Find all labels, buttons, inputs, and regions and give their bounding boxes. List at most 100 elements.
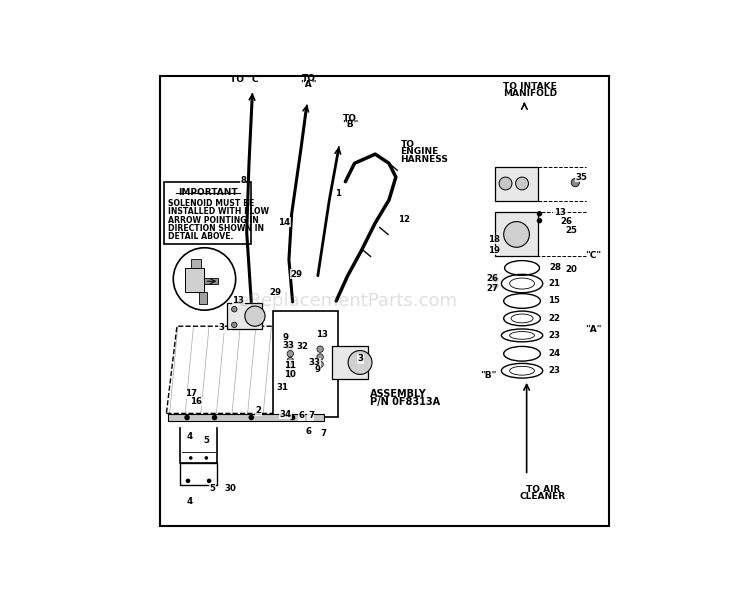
Circle shape bbox=[492, 276, 499, 282]
Bar bbox=[164, 182, 251, 244]
Text: 23: 23 bbox=[548, 366, 560, 375]
Circle shape bbox=[317, 346, 323, 352]
Text: 23: 23 bbox=[548, 331, 560, 340]
Text: 4: 4 bbox=[186, 432, 193, 441]
Text: 22: 22 bbox=[548, 314, 560, 323]
Text: 1: 1 bbox=[335, 188, 341, 198]
Text: 11: 11 bbox=[284, 361, 296, 370]
Text: 30: 30 bbox=[225, 484, 236, 493]
Polygon shape bbox=[166, 326, 327, 414]
Bar bbox=[227, 303, 262, 330]
Text: 29: 29 bbox=[290, 270, 302, 279]
Circle shape bbox=[492, 283, 499, 289]
Text: 28: 28 bbox=[549, 263, 561, 272]
Bar bbox=[496, 166, 538, 201]
Text: 4: 4 bbox=[186, 498, 193, 507]
Text: IMPORTANT: IMPORTANT bbox=[178, 188, 238, 197]
Text: 5: 5 bbox=[203, 436, 209, 445]
Text: 14: 14 bbox=[278, 218, 290, 226]
Circle shape bbox=[186, 479, 190, 483]
Text: 7: 7 bbox=[321, 429, 327, 437]
Text: 26: 26 bbox=[560, 217, 572, 226]
Text: 19: 19 bbox=[488, 246, 500, 255]
Bar bbox=[332, 346, 368, 379]
Circle shape bbox=[189, 456, 193, 460]
Text: 12: 12 bbox=[398, 215, 410, 224]
Bar bbox=[496, 212, 538, 256]
Text: "B": "B" bbox=[481, 371, 496, 380]
Circle shape bbox=[287, 364, 293, 371]
Text: 29: 29 bbox=[269, 288, 281, 297]
Text: ASSEMBLY: ASSEMBLY bbox=[370, 389, 427, 399]
Circle shape bbox=[205, 456, 209, 460]
Text: P/N 0F8313A: P/N 0F8313A bbox=[370, 398, 440, 407]
Text: 5: 5 bbox=[210, 484, 216, 493]
Text: TO "C": TO "C" bbox=[230, 75, 263, 85]
Circle shape bbox=[207, 479, 212, 483]
Bar bbox=[273, 311, 338, 417]
Circle shape bbox=[317, 361, 323, 368]
Bar bbox=[168, 414, 324, 421]
Bar bbox=[190, 259, 201, 268]
Text: 34: 34 bbox=[280, 410, 292, 419]
Text: 33: 33 bbox=[283, 341, 295, 350]
Text: DETAIL ABOVE.: DETAIL ABOVE. bbox=[168, 232, 233, 241]
Circle shape bbox=[248, 415, 254, 420]
Text: eReplacementParts.com: eReplacementParts.com bbox=[238, 292, 458, 310]
Circle shape bbox=[348, 350, 372, 374]
Text: TO: TO bbox=[302, 74, 316, 83]
Bar bbox=[205, 278, 218, 284]
Text: TO AIR: TO AIR bbox=[526, 485, 560, 493]
Text: 3: 3 bbox=[358, 354, 364, 364]
Circle shape bbox=[537, 211, 542, 216]
Text: "A": "A" bbox=[301, 80, 317, 89]
Circle shape bbox=[504, 222, 530, 247]
Text: "B": "B" bbox=[342, 120, 358, 129]
Text: 2: 2 bbox=[255, 406, 261, 415]
Circle shape bbox=[173, 248, 236, 310]
Text: "A": "A" bbox=[586, 325, 602, 334]
Text: 21: 21 bbox=[548, 279, 560, 288]
Text: TO: TO bbox=[343, 114, 357, 123]
Text: 25: 25 bbox=[566, 226, 578, 235]
Text: 31: 31 bbox=[277, 383, 289, 392]
Bar bbox=[199, 292, 207, 304]
Circle shape bbox=[232, 306, 237, 312]
Circle shape bbox=[537, 218, 542, 224]
Text: 9: 9 bbox=[283, 333, 289, 342]
Text: TO: TO bbox=[400, 139, 415, 148]
Text: 26: 26 bbox=[486, 274, 498, 284]
Bar bbox=[185, 268, 205, 292]
Text: MANIFOLD: MANIFOLD bbox=[503, 88, 557, 98]
Circle shape bbox=[572, 178, 580, 187]
Text: 32: 32 bbox=[297, 342, 309, 352]
Text: 27: 27 bbox=[486, 284, 498, 293]
Text: 16: 16 bbox=[190, 397, 202, 406]
Text: 13: 13 bbox=[232, 296, 244, 305]
Circle shape bbox=[290, 415, 296, 420]
Text: HARNESS: HARNESS bbox=[400, 155, 448, 164]
Text: TO INTAKE: TO INTAKE bbox=[503, 82, 557, 91]
Text: 13: 13 bbox=[316, 330, 328, 339]
Circle shape bbox=[499, 177, 512, 190]
Text: DIRECTION SHOWN IN: DIRECTION SHOWN IN bbox=[168, 224, 264, 233]
Circle shape bbox=[232, 322, 237, 328]
Text: 6: 6 bbox=[298, 411, 304, 420]
Text: SOLENOID MUST BE: SOLENOID MUST BE bbox=[168, 199, 254, 208]
Text: 24: 24 bbox=[548, 349, 560, 358]
Text: 17: 17 bbox=[185, 389, 197, 398]
Text: ENGINE: ENGINE bbox=[400, 147, 439, 156]
Circle shape bbox=[184, 415, 190, 420]
Text: 8: 8 bbox=[240, 176, 246, 185]
Circle shape bbox=[287, 350, 293, 357]
Text: 3: 3 bbox=[218, 323, 224, 332]
Text: 13: 13 bbox=[554, 209, 566, 218]
Text: 9: 9 bbox=[315, 365, 321, 374]
Text: 10: 10 bbox=[284, 370, 296, 379]
Text: CLEANER: CLEANER bbox=[520, 492, 566, 501]
Circle shape bbox=[287, 371, 293, 378]
Text: 18: 18 bbox=[488, 235, 500, 244]
Text: ARROW POINTING IN: ARROW POINTING IN bbox=[168, 216, 259, 225]
Text: INSTALLED WITH FLOW: INSTALLED WITH FLOW bbox=[168, 207, 268, 216]
Circle shape bbox=[244, 306, 265, 326]
